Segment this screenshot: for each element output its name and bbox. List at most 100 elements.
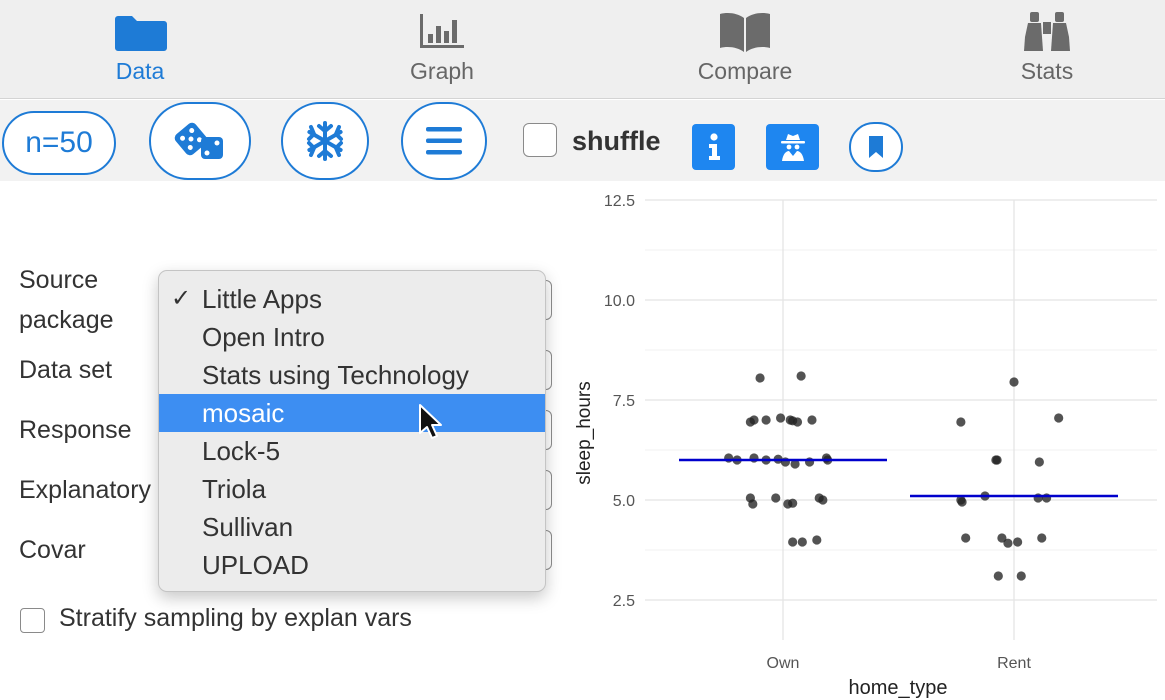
stratify-label: Stratify sampling by explan vars [59, 604, 412, 632]
dropdown-option-little-apps[interactable]: ✓ Little Apps [159, 280, 545, 318]
tab-graph[interactable]: Graph [332, 0, 552, 99]
tab-stats-label: Stats [1020, 58, 1074, 84]
dropdown-option-open-intro[interactable]: Open Intro [159, 318, 545, 356]
dropdown-option-sullivan[interactable]: Sullivan [159, 508, 545, 546]
data-point [790, 459, 800, 469]
dice-icon [174, 122, 223, 159]
dropdown-option-label: UPLOAD [202, 550, 309, 580]
y-tick-label: 5.0 [613, 493, 635, 510]
chart-mean-lines [679, 458, 1118, 498]
data-point [755, 373, 765, 383]
hamburger-menu-icon [426, 127, 462, 155]
source-label-line2: package [19, 306, 114, 334]
data-point [807, 415, 817, 425]
dropdown-option-label: mosaic [202, 398, 285, 428]
x-axis-label: home_type [849, 677, 948, 699]
info-button[interactable] [692, 124, 735, 170]
y-tick-label: 7.5 [613, 393, 635, 410]
dropdown-option-label: Stats using Technology [202, 360, 469, 390]
dropdown-option-stats-using-technology[interactable]: Stats using Technology [159, 356, 545, 394]
data-point [1009, 377, 1019, 387]
y-tick-label: 2.5 [613, 593, 635, 610]
data-point [961, 533, 971, 543]
data-point [957, 497, 967, 507]
chart-points [724, 371, 1064, 581]
tab-stats[interactable]: Stats [937, 0, 1157, 99]
spy-icon [780, 134, 805, 161]
binoculars-icon [1024, 12, 1070, 51]
sample-size-button[interactable]: n=50 [2, 111, 116, 175]
y-tick-label: 10.0 [604, 293, 635, 310]
shuffle-label: shuffle [572, 126, 661, 156]
dropdown-option-upload[interactable]: UPLOAD [159, 546, 545, 584]
bookmark-button[interactable] [849, 122, 903, 172]
dropdown-option-label: Open Intro [202, 322, 325, 352]
data-point [1037, 533, 1047, 543]
chart-y-ticks: 2.5 5.0 7.5 10.0 12.5 [604, 193, 635, 610]
chart-grid-major [645, 199, 1157, 640]
data-point [991, 455, 1001, 465]
data-point [1034, 457, 1044, 467]
sleep-hours-chart: 2.5 5.0 7.5 10.0 12.5 Own Rent sleep_hours ho… [574, 193, 1157, 699]
data-point [1003, 538, 1013, 548]
data-point [818, 495, 828, 505]
covar-label: Covar [19, 536, 86, 564]
stratify-checkbox[interactable] [20, 608, 45, 633]
dropdown-option-label: Sullivan [202, 512, 294, 542]
book-icon [720, 13, 770, 52]
explanatory-label: Explanatory [19, 476, 152, 504]
data-point [796, 371, 806, 381]
source-package-dropdown: ✓ Little Apps Open Intro Stats using Tec… [158, 270, 546, 592]
tab-data-label: Data [115, 58, 165, 84]
data-point [748, 499, 758, 509]
shuffle-checkbox[interactable] [523, 123, 557, 157]
random-sample-button[interactable] [149, 102, 251, 180]
dropdown-option-triola[interactable]: Triola [159, 470, 545, 508]
data-point [956, 417, 966, 427]
snowflake-icon [307, 121, 343, 161]
spy-button[interactable] [766, 124, 819, 170]
dropdown-option-label: Triola [202, 474, 267, 504]
top-navigation: Data Graph Compare Stats [0, 0, 1165, 99]
data-point [812, 535, 822, 545]
response-label: Response [19, 416, 132, 444]
data-point [761, 415, 771, 425]
chart-grid-minor [645, 249, 1157, 551]
tab-graph-label: Graph [410, 58, 474, 84]
y-axis-label: sleep_hours [574, 381, 595, 485]
dropdown-option-mosaic[interactable]: mosaic [159, 394, 545, 432]
x-tick-label: Rent [997, 655, 1031, 672]
tab-compare-label: Compare [697, 58, 793, 84]
data-point [771, 493, 781, 503]
data-point [1016, 571, 1026, 581]
x-tick-label: Own [767, 655, 800, 672]
data-point [788, 416, 798, 426]
bookmark-icon [869, 136, 883, 158]
source-label-line1: Source [19, 266, 99, 294]
sample-size-label: n=50 [25, 126, 93, 159]
bar-chart-icon [420, 14, 464, 48]
info-icon [708, 133, 720, 160]
folder-icon [115, 16, 167, 51]
data-point [775, 413, 786, 423]
dropdown-option-label: Little Apps [202, 284, 322, 314]
mouse-pointer-icon [419, 404, 442, 439]
data-point [749, 415, 759, 425]
freeze-button[interactable] [281, 102, 369, 180]
checkmark-icon: ✓ [171, 285, 192, 312]
menu-button[interactable] [401, 102, 487, 180]
data-point [788, 498, 798, 508]
dropdown-option-lock-5[interactable]: Lock-5 [159, 432, 545, 470]
tab-compare[interactable]: Compare [635, 0, 855, 99]
data-point [1013, 537, 1023, 547]
chart-x-ticks: Own Rent [767, 655, 1032, 672]
dropdown-option-label: Lock-5 [202, 436, 281, 466]
data-point [993, 571, 1003, 581]
data-point [788, 537, 798, 547]
tab-data[interactable]: Data [30, 0, 250, 99]
dataset-label: Data set [19, 356, 113, 384]
data-point [1054, 413, 1064, 423]
y-tick-label: 12.5 [604, 193, 635, 210]
data-point [797, 537, 807, 547]
data-point [997, 533, 1007, 543]
